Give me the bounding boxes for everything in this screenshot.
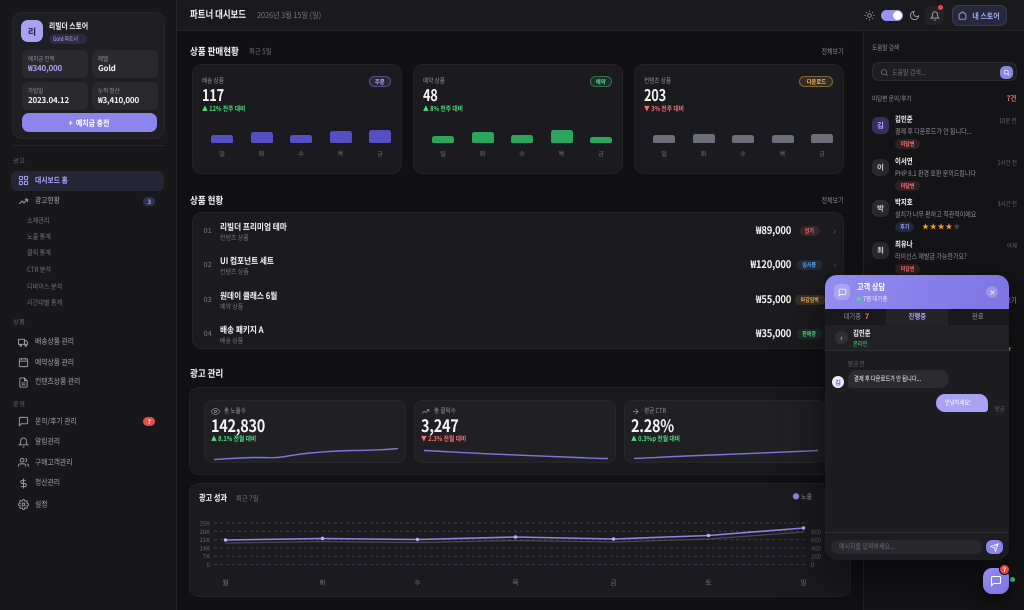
- svg-text:토: 토: [705, 578, 712, 588]
- svg-text:월: 월: [222, 578, 228, 588]
- svg-text:35K: 35K: [199, 519, 210, 528]
- svg-text:일: 일: [800, 578, 806, 588]
- svg-text:0: 0: [206, 560, 210, 569]
- svg-text:28K: 28K: [199, 527, 210, 536]
- svg-text:목: 목: [512, 578, 519, 588]
- svg-text:화: 화: [319, 578, 326, 588]
- svg-text:600: 600: [811, 535, 822, 544]
- svg-text:800: 800: [811, 527, 822, 536]
- svg-text:0: 0: [811, 560, 815, 569]
- svg-text:7K: 7K: [202, 552, 209, 561]
- svg-text:400: 400: [811, 543, 822, 552]
- svg-text:200: 200: [811, 552, 822, 561]
- svg-text:수: 수: [414, 578, 421, 588]
- svg-text:21K: 21K: [199, 535, 210, 544]
- svg-text:14K: 14K: [199, 543, 210, 552]
- svg-text:금: 금: [610, 578, 617, 588]
